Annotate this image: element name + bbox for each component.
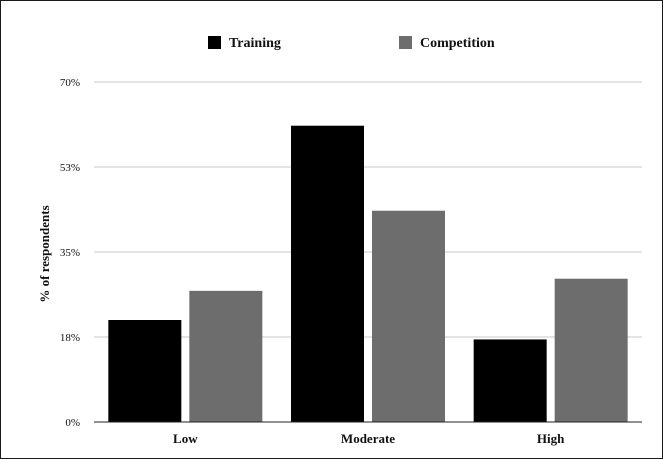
axes: 0% 18% 35% 53% 70% Low Moderate High xyxy=(60,77,642,446)
y-tick-label: 18% xyxy=(60,332,80,344)
legend: Training Competition xyxy=(208,36,495,51)
bar-training-high xyxy=(473,339,547,422)
x-tick-label: Low xyxy=(173,431,198,446)
y-tick-label: 0% xyxy=(65,417,80,429)
bar-competition-low xyxy=(189,290,263,422)
bar-competition-high xyxy=(554,278,628,422)
y-tick-label: 70% xyxy=(60,77,80,89)
legend-label-training: Training xyxy=(229,36,281,51)
bar-training-low xyxy=(108,320,182,422)
y-axis-label: % of respondents xyxy=(37,205,52,302)
y-tick-label: 53% xyxy=(60,162,80,174)
legend-label-competition: Competition xyxy=(420,36,495,51)
x-tick-label: Moderate xyxy=(341,431,395,446)
y-tick-label: 35% xyxy=(60,247,80,259)
gridlines xyxy=(94,81,642,338)
bar-training-moderate xyxy=(291,125,364,422)
bars xyxy=(108,125,628,422)
x-tick-label: High xyxy=(537,431,565,446)
bar-competition-moderate xyxy=(372,210,445,422)
legend-swatch-training xyxy=(208,36,221,49)
legend-swatch-competition xyxy=(399,36,412,49)
